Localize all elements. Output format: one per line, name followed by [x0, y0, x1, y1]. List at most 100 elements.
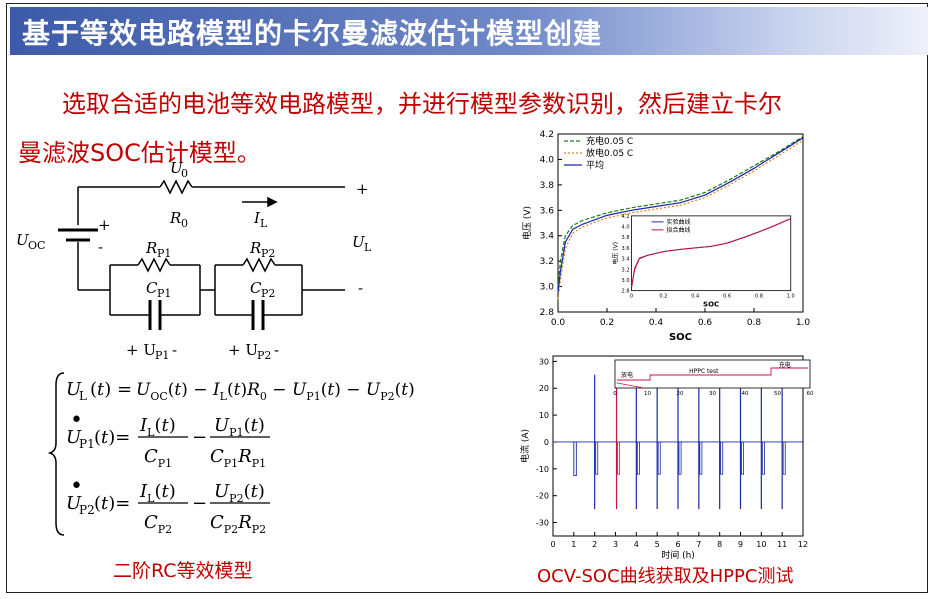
eq2-lhs-sub: P1: [79, 437, 95, 451]
series-line: [557, 139, 804, 300]
y-tick-label: -30: [536, 519, 549, 528]
eq1-arg: (t) =: [90, 379, 132, 400]
u0-sub: 0: [181, 167, 188, 180]
inset-y-axis-label: 电压 (V): [612, 242, 620, 265]
current-pulse-step: [595, 441, 599, 475]
uoc-sub: OC: [28, 239, 45, 252]
eq1-lhs: U: [66, 379, 82, 400]
inset-x-tick-label: 30: [709, 391, 716, 397]
svg-text:CP1: CP1: [144, 446, 172, 470]
rp1-label: R: [145, 239, 157, 257]
inset-label-discharge: 放电: [621, 371, 633, 379]
legend-entry: 平均: [586, 159, 604, 171]
rp2-label: R: [249, 239, 261, 257]
u0-label: U: [170, 159, 184, 177]
svg-text:−: −: [192, 427, 207, 448]
cp1-sub: P1: [157, 287, 171, 300]
x-tick-label: 7: [696, 540, 701, 549]
series-line: [557, 137, 804, 293]
x-axis-label: 时间 (h): [661, 549, 695, 560]
inset-legend-entry: 实验曲线: [667, 218, 691, 226]
inset-label-hppc: HPPC test: [689, 368, 719, 375]
x-tick-label: 0.8: [747, 318, 762, 328]
svg-text:UP1(t): UP1(t): [214, 415, 265, 439]
slide-frame: [6, 3, 928, 593]
y-tick-label: 3.0: [540, 283, 555, 293]
inset-x-tick-label: 0.2: [659, 294, 667, 300]
inset-y-tick-label: 3.4: [622, 257, 630, 263]
y-tick-label: 0: [544, 438, 549, 447]
ocv-soc-chart: 0.0 0.2 0.4 0.6 0.8 1.0 2.8 3.0 3.2 3.4 3.6 3.8 4.0 4…: [521, 130, 810, 343]
y-tick-label: 30: [539, 357, 549, 366]
current-pulse-step: [699, 441, 703, 475]
svg-text:−: −: [192, 493, 207, 514]
x-tick-label: 0.0: [551, 318, 566, 328]
inset-legend-entry: 拟合曲线: [667, 226, 691, 234]
x-tick-label: 10: [756, 540, 766, 549]
inset-step-line: [617, 367, 808, 381]
terminal-plus-label: +: [356, 180, 369, 198]
x-tick-label: 4: [634, 540, 639, 549]
cp2-label: C: [250, 279, 262, 297]
y-tick-label: 10: [539, 411, 549, 420]
x-tick-label: 8: [717, 540, 722, 549]
inset-y-tick-label: 2.8: [622, 289, 630, 295]
svg-text:(t)=: (t)=: [94, 493, 130, 514]
inset-y-tick-label: 4.0: [622, 225, 630, 231]
eq2-lhs: U: [66, 427, 82, 448]
inset-y-tick-label: 3.2: [622, 267, 630, 273]
caption-right: OCV-SOC曲线获取及HPPC测试: [537, 566, 794, 587]
svg-text:•: •: [70, 474, 83, 499]
x-tick-label: 2: [592, 540, 597, 549]
legend-entry: 放电0.05 C: [586, 147, 633, 159]
x-tick-label: 0.2: [600, 318, 614, 328]
cp1-label: C: [146, 279, 158, 297]
inset-x-tick-label: 50: [774, 391, 781, 397]
rp2-sub: P2: [261, 247, 275, 260]
equivalent-circuit-diagram: U 0 R 0 I L U OC + - + U L - R P1 R P2 C…: [16, 159, 372, 362]
svg-text:CP2RP2: CP2RP2: [210, 512, 266, 536]
inset-x-tick-label: 0.6: [723, 294, 731, 300]
il-sub: L: [260, 217, 268, 230]
x-tick-label: 5: [655, 540, 660, 549]
y-tick-label: 4.0: [540, 155, 555, 165]
caption-left: 二阶RC等效模型: [113, 560, 253, 582]
y-tick-label: 3.4: [540, 232, 555, 242]
up2-sub: P2: [257, 349, 271, 362]
svg-text:UP2(t): UP2(t): [214, 481, 265, 505]
current-pulse-step: [657, 441, 661, 475]
current-pulse-step: [720, 441, 724, 475]
inset-x-tick-label: 10: [644, 391, 651, 397]
r0-sub: 0: [181, 217, 188, 230]
inset-y-tick-label: 3.6: [622, 246, 630, 252]
current-pulse-step: [636, 441, 640, 475]
inset-y-tick-label: 3.0: [622, 278, 630, 284]
y-tick-label: 2.8: [540, 308, 555, 318]
current-pulse-step: [678, 441, 682, 475]
r0-label: R: [169, 209, 181, 227]
inset-x-tick-label: 20: [677, 391, 684, 397]
terminal-minus-label: -: [358, 279, 363, 297]
uoc-label: U: [16, 231, 30, 249]
y-tick-label: 3.2: [540, 257, 554, 267]
x-tick-label: 9: [738, 540, 743, 549]
inset-label-charge: 充电: [779, 361, 791, 369]
eq3-lhs: U: [66, 493, 82, 514]
up1-label: + U: [126, 341, 156, 359]
svg-text:(t)=: (t)=: [94, 427, 130, 448]
x-tick-label: 1: [571, 540, 576, 549]
state-equations: U L (t) = UOC(t) − IL(t)R0 − UP1(t) − UP…: [48, 372, 415, 536]
inset-series-line: [631, 218, 791, 287]
inset-x-tick-label: 0: [613, 391, 617, 397]
y-axis-label: 电压 (V): [521, 206, 533, 240]
current-pulse-step: [741, 441, 744, 475]
inset-x-axis-label: SOC: [703, 301, 719, 309]
inset-x-tick-label: 40: [742, 391, 749, 397]
inset-x-tick-label: 0: [630, 294, 633, 300]
x-tick-label: 12: [798, 540, 808, 549]
current-pulse-step: [761, 441, 765, 475]
y-tick-label: 4.2: [540, 130, 554, 140]
inset-plot-area: [614, 359, 811, 389]
x-tick-label: 0.6: [698, 318, 713, 328]
